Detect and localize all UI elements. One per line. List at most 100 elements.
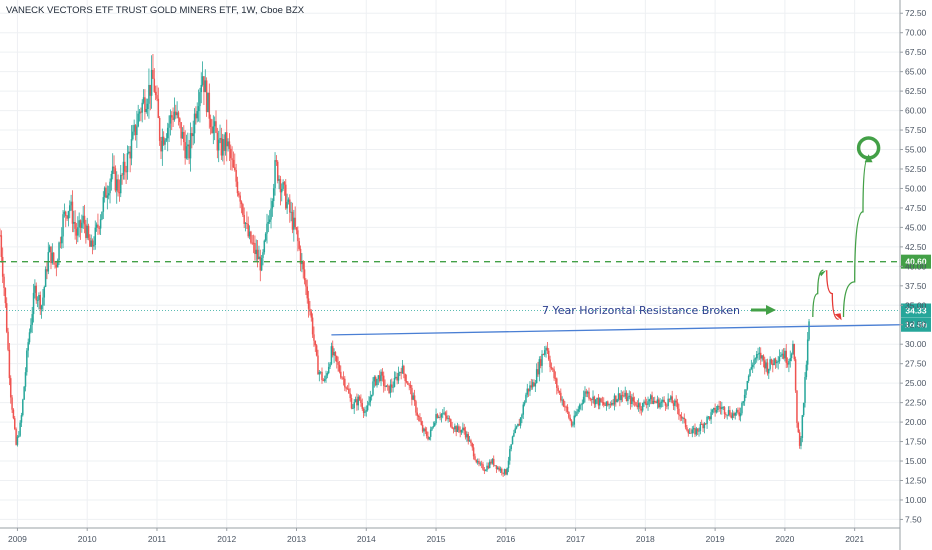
price-tick-label: 57.50 <box>905 125 927 135</box>
candle-body <box>470 440 472 444</box>
projection-up-leg <box>812 269 824 318</box>
candle-body <box>597 397 600 406</box>
candle-body <box>651 395 653 404</box>
candle-body <box>505 469 507 475</box>
candle-body <box>212 126 215 134</box>
candle-body <box>476 461 479 463</box>
candle-body <box>460 430 463 433</box>
candle-body <box>247 224 249 237</box>
candle-body <box>365 410 368 412</box>
candle-body <box>501 468 503 473</box>
candle-body <box>35 285 37 301</box>
candle-body <box>407 382 409 385</box>
candle-body <box>625 392 628 402</box>
candle-body <box>761 355 763 359</box>
candle-body <box>48 246 51 253</box>
candle-body <box>199 92 201 107</box>
candle-body <box>385 385 388 387</box>
candle-body <box>525 394 527 403</box>
candle-body <box>545 347 547 351</box>
resistance-line <box>331 324 901 336</box>
candle-body <box>7 331 9 350</box>
candle-body <box>805 364 808 378</box>
candle-body <box>349 393 351 399</box>
candle-body <box>204 80 207 93</box>
candle-body <box>263 240 266 253</box>
candle-body <box>722 407 724 408</box>
candle-body <box>270 208 272 220</box>
candle-body <box>675 400 677 403</box>
candle-body <box>162 136 165 145</box>
candle-body <box>238 193 240 196</box>
candle-body <box>208 92 211 119</box>
candle-body <box>321 371 323 381</box>
candle-body <box>700 424 703 425</box>
candle-body <box>220 137 223 156</box>
candle-body <box>808 321 810 340</box>
candle-body <box>535 369 538 384</box>
candle-body <box>670 396 672 400</box>
candle-body <box>486 465 488 471</box>
candle-body <box>660 401 663 403</box>
candle-body <box>802 402 805 416</box>
candle-body <box>366 405 369 411</box>
candle-body <box>205 80 208 112</box>
candle-body <box>590 399 593 401</box>
candle-body <box>564 406 566 408</box>
candle-body <box>146 103 149 110</box>
target-circle <box>856 136 881 160</box>
candle-body <box>130 139 133 159</box>
candle-body <box>541 354 543 366</box>
candle-body <box>498 467 500 471</box>
candle-body <box>345 387 347 389</box>
candle-body <box>55 264 58 268</box>
candle-body <box>91 240 94 247</box>
candle-body <box>295 227 298 231</box>
candle-body <box>239 195 241 202</box>
candle-body <box>103 187 106 198</box>
candle-body <box>777 361 779 363</box>
candle-body <box>315 345 318 356</box>
candle-body <box>128 151 130 154</box>
candle-body <box>236 181 239 194</box>
projection-up-arrowhead <box>819 270 827 277</box>
price-tick-label: 32.50 <box>905 320 927 330</box>
candle-body <box>415 401 417 413</box>
candle-body <box>558 391 561 393</box>
candle-body <box>780 355 782 357</box>
price-tick-label: 12.50 <box>905 475 927 485</box>
candle-body <box>148 84 150 104</box>
candle-body <box>266 223 268 234</box>
candle-body <box>161 136 164 152</box>
time-tick-label: 2020 <box>775 534 794 544</box>
candle-body <box>435 414 437 424</box>
candle-body <box>133 124 135 132</box>
candle-body <box>336 355 338 362</box>
candle-body <box>317 355 319 375</box>
candle-body <box>663 399 665 403</box>
candle-body <box>14 418 16 429</box>
candle-body <box>600 398 602 402</box>
candle-body <box>806 339 809 365</box>
candle-body <box>621 395 624 396</box>
candle-body <box>172 117 174 120</box>
candle-body <box>73 222 75 224</box>
candle-body <box>248 231 251 237</box>
candle-body <box>46 269 48 272</box>
candle-body <box>234 167 236 171</box>
candle-body <box>713 407 715 410</box>
candle-body <box>408 384 410 386</box>
candle-body <box>38 294 40 301</box>
candle-body <box>480 463 483 465</box>
candle-body <box>417 415 420 418</box>
candle-body <box>755 354 758 359</box>
candle-body <box>197 106 200 112</box>
candle-body <box>538 359 541 375</box>
price-tick-label: 55.00 <box>905 145 927 155</box>
candle-body <box>676 402 679 409</box>
candle-body <box>466 434 468 438</box>
price-tick-label: 45.00 <box>905 222 927 232</box>
candle-body <box>1 256 4 277</box>
candle-body <box>361 403 364 409</box>
